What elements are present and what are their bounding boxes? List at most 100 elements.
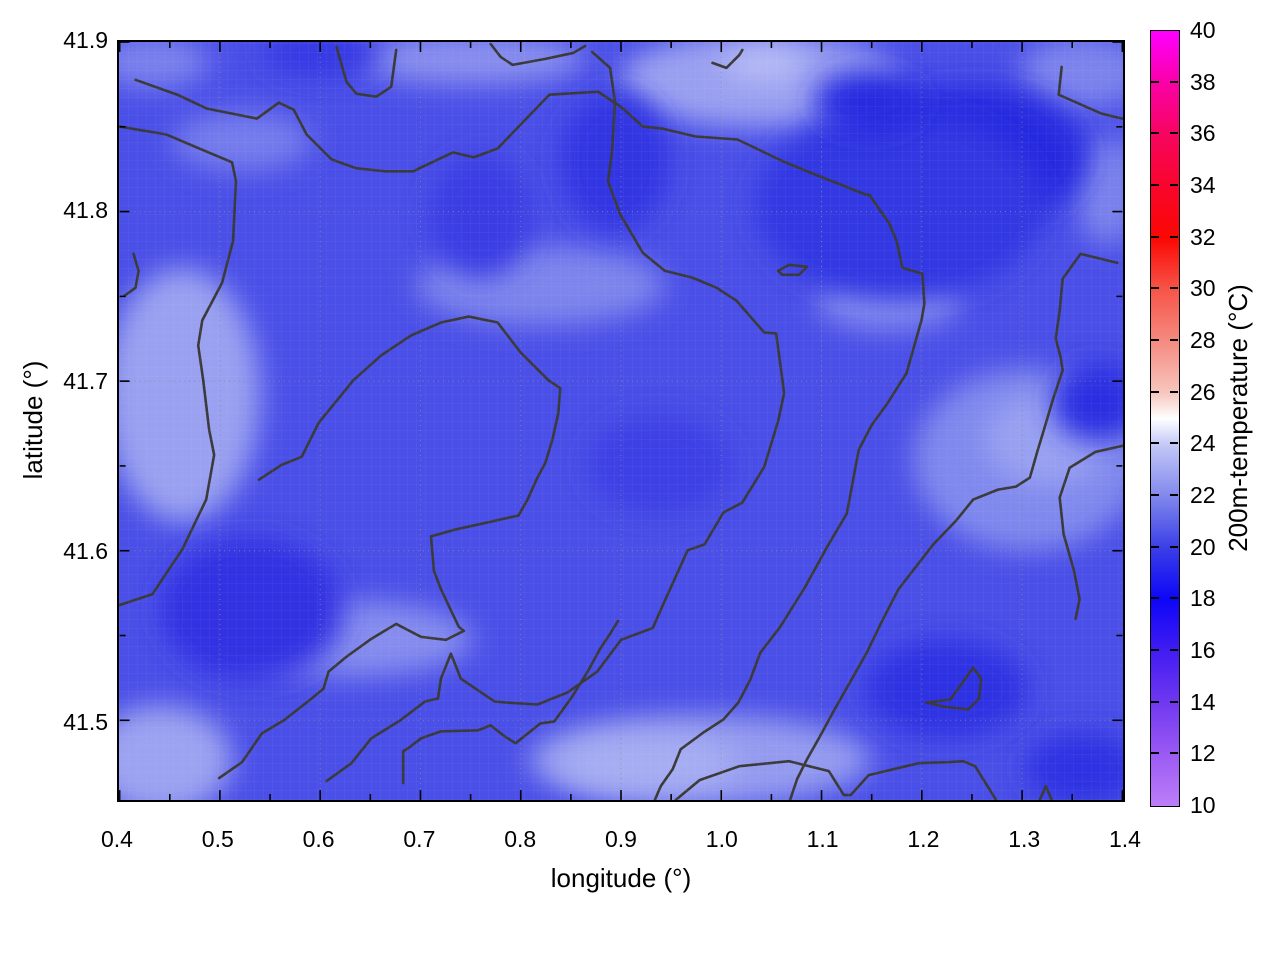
colorbar-tick: [1151, 752, 1159, 755]
contour-line: [788, 252, 1119, 800]
contour-line: [1057, 65, 1123, 120]
colorbar-tick-label: 12: [1190, 740, 1216, 767]
x-axis-tick-label: 1.1: [806, 826, 839, 852]
colorbar-tick: [1151, 80, 1159, 83]
colorbar-tick-label: 38: [1190, 68, 1216, 95]
colorbar-tick: [1151, 494, 1159, 496]
colorbar-tick: [1170, 700, 1178, 703]
colorbar-tick-label: 22: [1190, 482, 1216, 508]
colorbar-tick: [1151, 390, 1159, 393]
temperature-field-patch: [119, 42, 211, 88]
colorbar-tick: [1151, 339, 1159, 341]
x-axis-tick-label: 0.8: [504, 826, 537, 852]
x-axis-tick-label: 1.4: [1109, 826, 1141, 852]
temperature-field-patch: [864, 638, 1028, 739]
x-axis-tick-label: 0.7: [403, 826, 436, 852]
colorbar-tick-label: 10: [1190, 792, 1216, 818]
x-axis-tick-label: 1.3: [1008, 826, 1041, 852]
temperature-field-patch: [1020, 42, 1123, 108]
x-axis-title: longitude (°): [550, 863, 692, 893]
temperature-field-patch: [722, 47, 807, 80]
colorbar-tick-label: 40: [1190, 17, 1216, 43]
y-axis-tick-label: 41.8: [63, 197, 108, 224]
colorbar-tick: [1170, 545, 1178, 548]
temperature-field-patch: [1051, 362, 1123, 442]
colorbar-tick: [1170, 184, 1178, 186]
temperature-field-patch: [556, 736, 740, 793]
colorbar-tick: [1170, 390, 1178, 393]
colorbar-tick: [1151, 184, 1159, 186]
colorbar-tick: [1151, 132, 1159, 135]
y-axis-title: latitude (°): [18, 360, 48, 480]
colorbar-tick-label: 24: [1190, 430, 1216, 457]
colorbar-tick: [1170, 287, 1178, 290]
colorbar-tick: [1151, 700, 1159, 703]
x-axis-tick-label: 1.2: [907, 826, 940, 852]
colorbar-tick: [1170, 597, 1178, 600]
heatmap-contour-plot: [119, 42, 1123, 800]
temperature-field-patch: [1075, 136, 1123, 246]
colorbar-tick: [1151, 235, 1159, 238]
temperature-field-patch: [429, 154, 533, 278]
colorbar-tick: [1151, 649, 1159, 651]
temperature-field-patch: [588, 415, 732, 515]
colorbar-tick-label: 14: [1190, 688, 1216, 715]
colorbar-tick: [1151, 442, 1159, 445]
temperature-field-patch: [1024, 732, 1123, 800]
x-axis-tick-label: 1.0: [705, 826, 738, 852]
x-axis-tick-label: 0.5: [201, 826, 234, 852]
temperature-field-patch: [160, 537, 344, 681]
contour-line: [134, 78, 926, 800]
colorbar-tick-label: 20: [1190, 533, 1216, 560]
contour-line: [119, 125, 238, 607]
colorbar-tick: [1151, 287, 1159, 290]
contour-line: [674, 759, 998, 800]
temperature-field-patch: [119, 705, 233, 800]
colorbar-tick-label: 26: [1190, 378, 1216, 405]
contour-line: [1058, 444, 1123, 621]
x-axis-tick-label: 0.9: [605, 826, 637, 852]
contour-line: [1038, 784, 1054, 800]
temperature-field-patch: [172, 111, 312, 172]
y-axis-tick-label: 41.9: [63, 27, 108, 53]
colorbar-tick: [1170, 649, 1178, 651]
contour-line: [711, 48, 744, 70]
contour-line: [776, 263, 809, 277]
temperature-field-patch: [119, 267, 260, 523]
contour-line: [489, 42, 587, 67]
contour-line: [401, 619, 620, 785]
colorbar-tick: [1170, 752, 1178, 755]
colorbar-tick-label: 36: [1190, 120, 1216, 147]
colorbar-tick: [1170, 235, 1178, 238]
y-axis-tick-label: 41.6: [63, 538, 108, 565]
temperature-field-patch: [813, 69, 924, 134]
colorbar-tick: [1170, 132, 1178, 135]
colorbar-tick-label: 16: [1190, 637, 1216, 663]
y-axis-tick-label: 41.5: [63, 708, 108, 735]
contour-line: [217, 315, 562, 780]
colorbar-tick: [1170, 339, 1178, 341]
x-axis-tick-label: 0.4: [101, 826, 133, 852]
y-axis-tick-label: 41.7: [63, 367, 108, 394]
colorbar-tick: [1151, 545, 1159, 548]
colorbar-gradient: [1150, 30, 1180, 807]
colorbar-tick-label: 18: [1190, 585, 1216, 612]
contour-line: [925, 666, 983, 711]
plot-area: [117, 40, 1125, 802]
colorbar-tick-label: 28: [1190, 327, 1216, 353]
contour-line: [335, 45, 398, 99]
colorbar-tick: [1170, 494, 1178, 496]
contour-line: [325, 50, 786, 783]
colorbar-tick-label: 30: [1190, 275, 1216, 302]
colorbar-tick-label: 34: [1190, 172, 1216, 198]
temperature-field-patch: [261, 42, 382, 76]
temperature-field-patch: [754, 111, 1043, 301]
colorbar-title: 200m-temperature (°C): [1223, 284, 1253, 552]
colorbar-tick: [1151, 597, 1159, 600]
temperature-field-patch: [356, 42, 586, 85]
colorbar-tick: [1170, 442, 1178, 445]
contour-line: [123, 252, 140, 297]
colorbar-tick-label: 32: [1190, 223, 1216, 250]
x-axis-tick-label: 0.6: [302, 826, 335, 852]
